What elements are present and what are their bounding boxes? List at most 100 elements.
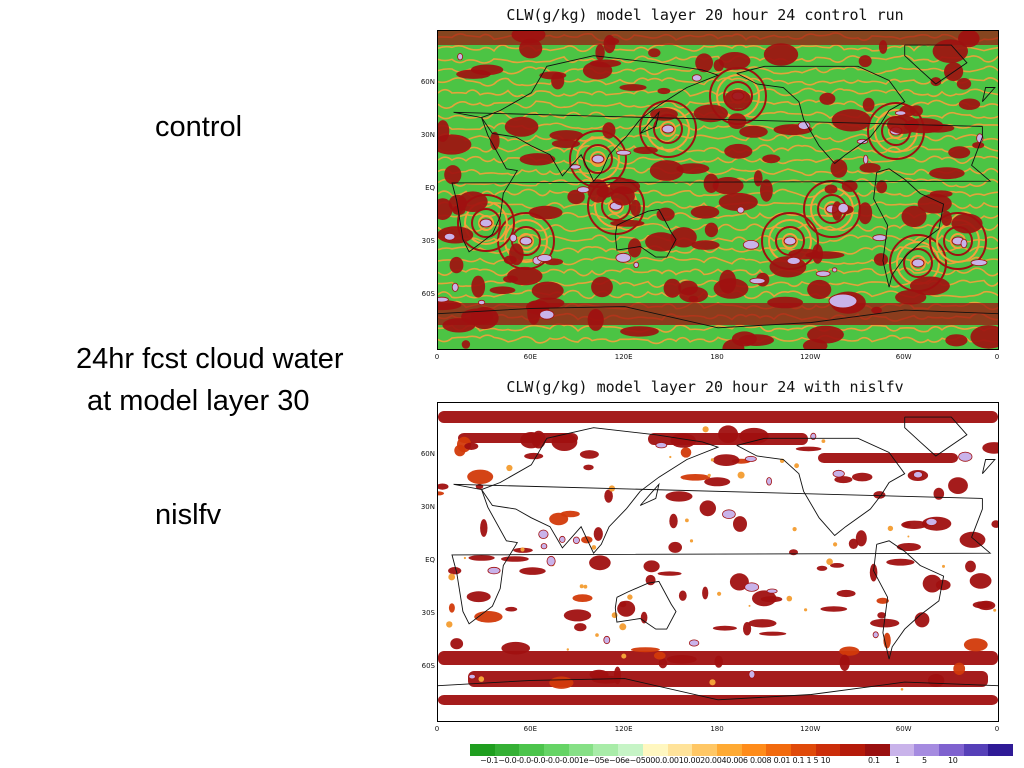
cloud-blob	[972, 601, 993, 609]
cloud-blob	[712, 625, 737, 631]
light-cloud-dot	[520, 547, 525, 552]
max-blob	[443, 232, 456, 241]
lon-tick-label: 60W	[895, 725, 912, 733]
cloud-blob	[702, 586, 709, 600]
cloud-blob	[718, 52, 751, 70]
lon-tick-label: 60E	[523, 353, 537, 361]
lon-tick-label: 0	[434, 353, 440, 361]
colorbar-swatch	[840, 744, 865, 756]
cloud-blob	[450, 638, 464, 650]
cloud-blob	[589, 555, 611, 571]
cloud-blob	[668, 541, 682, 553]
contour-ring	[723, 81, 753, 111]
cloud-blob	[613, 666, 622, 685]
colorbar-swatch	[914, 744, 940, 756]
contour-ring	[590, 151, 606, 167]
polar-band	[438, 31, 998, 45]
coastline	[904, 44, 968, 85]
coastline	[614, 580, 677, 630]
light-cloud-dot	[619, 623, 627, 631]
cloud-band	[468, 671, 988, 687]
cloud-blob	[531, 430, 546, 449]
light-cloud-dot	[792, 527, 797, 532]
cloud-blob	[630, 647, 660, 653]
light-cloud-dot	[579, 584, 584, 589]
cloud-blob	[501, 556, 529, 562]
cloud-blob	[449, 256, 464, 274]
cloud-blob	[719, 269, 737, 294]
cloud-blob	[678, 590, 687, 601]
cloud-blob	[727, 113, 747, 129]
lat-tick-label: 60N	[420, 450, 435, 458]
max-blob	[872, 631, 879, 639]
cloud-blob	[870, 618, 900, 628]
cloud-blob	[456, 69, 491, 79]
max-blob	[766, 477, 773, 486]
coastline	[451, 483, 992, 625]
contour-ring	[457, 194, 515, 252]
cloud-blob	[551, 433, 578, 451]
cloud-blob	[841, 180, 858, 192]
cloud-blob	[501, 641, 530, 655]
cloud-blob	[468, 555, 495, 561]
colorbar-label: 10	[948, 756, 958, 765]
max-blob	[519, 236, 533, 246]
cloud-blob	[858, 55, 872, 68]
cloud-blob	[560, 510, 580, 518]
cloud-blob	[591, 675, 621, 684]
light-cloud-dot	[595, 633, 599, 637]
cloud-blob	[602, 122, 616, 139]
cloud-blob	[438, 483, 449, 490]
cloud-blob	[551, 72, 565, 90]
cloud-blob	[929, 167, 965, 180]
cloud-blob	[657, 571, 682, 576]
panel-nislfv: CLW(g/kg) model layer 20 hour 24 with ni…	[405, 372, 1005, 744]
cloud-blob	[519, 567, 546, 575]
cloud-blob	[901, 205, 927, 228]
cloud-blob	[733, 516, 747, 532]
contour-ring	[478, 215, 494, 231]
cloud-blob	[816, 565, 828, 571]
cloud-blob	[812, 244, 823, 264]
max-blob	[911, 258, 925, 268]
colorbar-labels: −0.1−0.0‑0.0‑0.0‑0.0‑0.001e−05e−06e−0500…	[470, 756, 965, 768]
cloud-blob	[699, 500, 716, 517]
cloud-blob	[909, 105, 923, 117]
lon-tick-label: 180	[710, 353, 724, 361]
cloud-blob	[690, 205, 720, 219]
light-cloud-dot	[685, 518, 689, 523]
cloud-blob	[438, 120, 450, 142]
max-blob	[783, 236, 797, 246]
colorbar-swatch	[741, 744, 767, 756]
cloud-blob	[589, 59, 622, 68]
label-description-line1: 24hr fcst cloud water	[76, 343, 344, 375]
max-blob	[815, 270, 831, 277]
cloud-blob	[858, 202, 873, 225]
colorbar-swatch	[642, 744, 668, 756]
cloud-blob	[549, 130, 584, 141]
cloud-blob	[789, 549, 798, 556]
map-canvas	[438, 403, 998, 721]
max-blob	[537, 254, 553, 262]
colorbar-swatch	[618, 744, 643, 756]
max-blob	[572, 536, 580, 544]
contour-ring	[583, 144, 613, 174]
max-blob	[540, 543, 548, 550]
cloud-blob	[712, 454, 740, 466]
map-control-run	[437, 30, 999, 350]
light-cloud-dot	[993, 608, 997, 612]
max-blob	[603, 635, 611, 645]
max-blob	[960, 238, 968, 249]
cloud-blob	[922, 574, 942, 593]
max-blob	[786, 256, 801, 265]
cloud-blob	[951, 213, 983, 234]
light-cloud-dot	[448, 573, 456, 581]
max-blob	[958, 451, 973, 462]
cloud-blob	[807, 279, 832, 300]
light-cloud-dot	[748, 604, 751, 607]
coastline	[639, 482, 660, 506]
contour-ring	[910, 255, 926, 271]
colorbar-swatch	[815, 744, 841, 756]
colorbar-label: 5	[922, 756, 927, 765]
cloud-blob	[480, 519, 488, 537]
